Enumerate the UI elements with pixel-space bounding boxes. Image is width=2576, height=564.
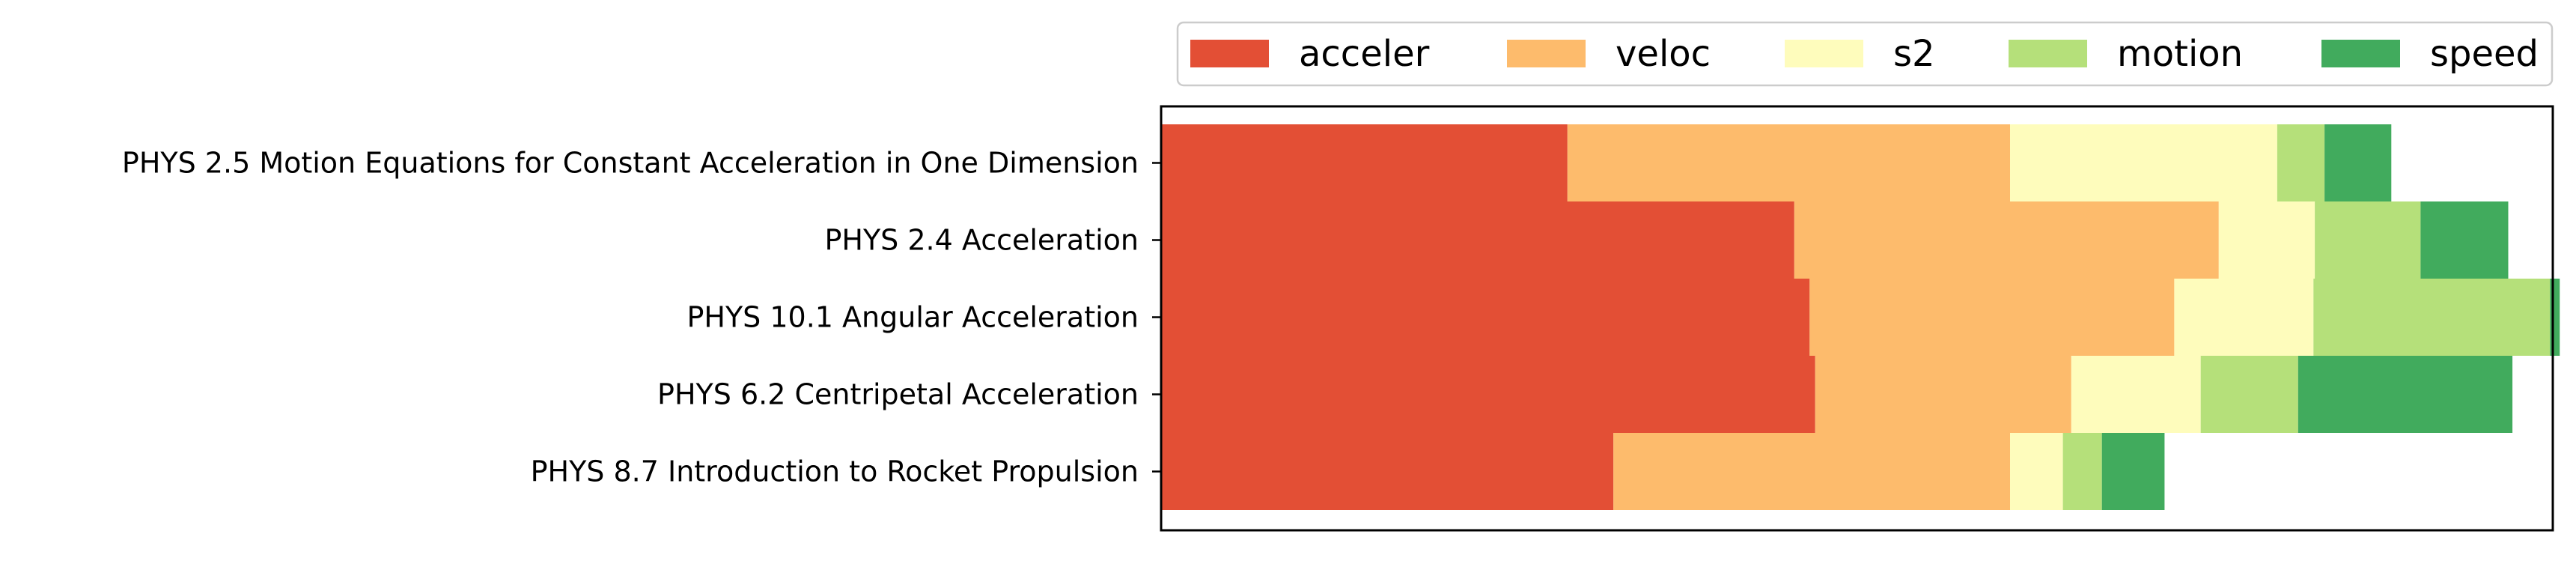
legend-label-s2: s2: [1893, 33, 1935, 75]
bar-acceler-4: [1161, 433, 1614, 510]
legend-label-motion: motion: [2117, 33, 2243, 75]
bar-s2-4: [2010, 433, 2063, 510]
y-axis: PHYS 2.5 Motion Equations for Constant A…: [122, 147, 1161, 488]
bar-speed-3: [2298, 356, 2513, 433]
legend-swatch-s2: [1785, 40, 1863, 67]
bar-speed-0: [2324, 124, 2392, 201]
bar-acceler-3: [1161, 356, 1815, 433]
bar-motion-2: [2313, 279, 2551, 356]
plot-frame: [1160, 105, 2554, 532]
bars: [1161, 124, 2560, 510]
bar-veloc-3: [1815, 356, 2071, 433]
y-tick-label-2: PHYS 10.1 Angular Acceleration: [686, 301, 1139, 334]
legend-swatch-motion: [2009, 40, 2087, 67]
y-tick-label-3: PHYS 6.2 Centripetal Acceleration: [657, 378, 1139, 411]
bar-veloc-1: [1794, 201, 2219, 279]
bar-s2-0: [2010, 124, 2277, 201]
bar-speed-4: [2101, 433, 2165, 510]
legend-label-acceler: acceler: [1299, 33, 1430, 75]
y-tick-label-0: PHYS 2.5 Motion Equations for Constant A…: [122, 147, 1139, 180]
y-tick-label-4: PHYS 8.7 Introduction to Rocket Propulsi…: [531, 455, 1139, 488]
y-tick-label-1: PHYS 2.4 Acceleration: [824, 224, 1139, 257]
bar-veloc-2: [1809, 279, 2175, 356]
bar-s2-1: [2218, 201, 2315, 279]
bar-motion-0: [2277, 124, 2325, 201]
legend-label-veloc: veloc: [1616, 33, 1711, 75]
bar-s2-3: [2071, 356, 2201, 433]
bar-motion-3: [2200, 356, 2298, 433]
bar-acceler-2: [1161, 279, 1810, 356]
legend-swatch-acceler: [1190, 40, 1269, 67]
legend: acceler veloc s2 motion speed: [1176, 21, 2554, 87]
bar-motion-1: [2315, 201, 2421, 279]
bar-speed-1: [2420, 201, 2509, 279]
bar-acceler-0: [1161, 124, 1568, 201]
bar-s2-2: [2174, 279, 2314, 356]
legend-swatch-veloc: [1507, 40, 1586, 67]
bar-acceler-1: [1161, 201, 1794, 279]
bar-motion-4: [2062, 433, 2102, 510]
legend-box: [1176, 21, 2554, 87]
bar-speed-2: [2550, 279, 2560, 356]
legend-swatch-speed: [2321, 40, 2400, 67]
bar-veloc-0: [1567, 124, 2010, 201]
bar-veloc-4: [1613, 433, 2010, 510]
legend-label-speed: speed: [2430, 33, 2539, 75]
